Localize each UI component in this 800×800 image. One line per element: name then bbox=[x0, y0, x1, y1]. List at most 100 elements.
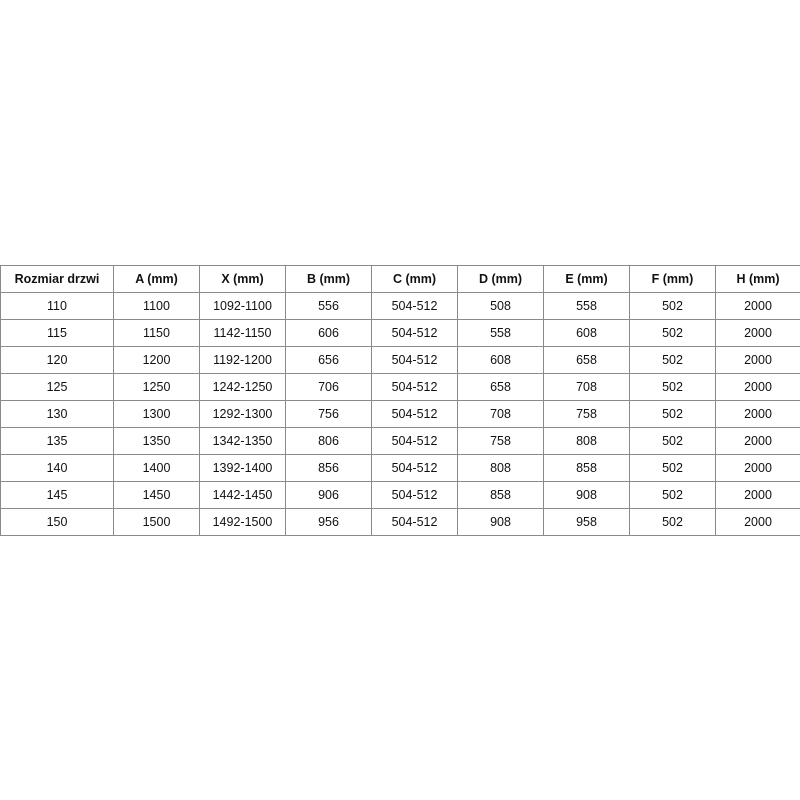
table-row: 130 1300 1292-1300 756 504-512 708 758 502 2000 bbox=[0, 400, 800, 428]
table-cell: 1450 bbox=[113, 481, 200, 509]
table-cell: 858 bbox=[457, 481, 544, 509]
table-cell: 958 bbox=[543, 508, 630, 536]
table-cell: 502 bbox=[629, 292, 716, 320]
table-cell: 120 bbox=[0, 346, 114, 374]
table-row: 115 1150 1142-1150 606 504-512 558 608 502 2000 bbox=[0, 319, 800, 347]
table-cell: 1100 bbox=[113, 292, 200, 320]
table-cell: 2000 bbox=[715, 319, 800, 347]
table-cell: 1200 bbox=[113, 346, 200, 374]
table-cell: 502 bbox=[629, 373, 716, 401]
table-row: 145 1450 1442-1450 906 504-512 858 908 502 2000 bbox=[0, 481, 800, 509]
table-cell: 504-512 bbox=[371, 481, 458, 509]
table-cell: 502 bbox=[629, 346, 716, 374]
table-cell: 2000 bbox=[715, 508, 800, 536]
dimensions-table: Rozmiar drzwi A (mm) X (mm) B (mm) C (mm) D (… bbox=[0, 265, 800, 536]
column-header: B (mm) bbox=[285, 265, 372, 293]
table-cell: 1150 bbox=[113, 319, 200, 347]
table-cell: 808 bbox=[457, 454, 544, 482]
table-cell: 2000 bbox=[715, 346, 800, 374]
table-cell: 1442-1450 bbox=[199, 481, 286, 509]
table-cell: 608 bbox=[457, 346, 544, 374]
table-cell: 140 bbox=[0, 454, 114, 482]
table-cell: 758 bbox=[543, 400, 630, 428]
table-cell: 502 bbox=[629, 481, 716, 509]
table-cell: 1392-1400 bbox=[199, 454, 286, 482]
table-row: 125 1250 1242-1250 706 504-512 658 708 502 2000 bbox=[0, 373, 800, 401]
table-cell: 1092-1100 bbox=[199, 292, 286, 320]
table-cell: 808 bbox=[543, 427, 630, 455]
table-cell: 2000 bbox=[715, 427, 800, 455]
column-header: F (mm) bbox=[629, 265, 716, 293]
table-cell: 806 bbox=[285, 427, 372, 455]
table-cell: 130 bbox=[0, 400, 114, 428]
table-cell: 608 bbox=[543, 319, 630, 347]
table-cell: 658 bbox=[457, 373, 544, 401]
table-cell: 556 bbox=[285, 292, 372, 320]
column-header: A (mm) bbox=[113, 265, 200, 293]
table-cell: 1292-1300 bbox=[199, 400, 286, 428]
table-cell: 1400 bbox=[113, 454, 200, 482]
table-cell: 2000 bbox=[715, 292, 800, 320]
table-cell: 1492-1500 bbox=[199, 508, 286, 536]
table-cell: 1192-1200 bbox=[199, 346, 286, 374]
column-header: H (mm) bbox=[715, 265, 800, 293]
table-cell: 145 bbox=[0, 481, 114, 509]
table-cell: 135 bbox=[0, 427, 114, 455]
table-cell: 508 bbox=[457, 292, 544, 320]
table-row: 110 1100 1092-1100 556 504-512 508 558 502 2000 bbox=[0, 292, 800, 320]
table-cell: 504-512 bbox=[371, 346, 458, 374]
table-cell: 504-512 bbox=[371, 400, 458, 428]
table-cell: 708 bbox=[543, 373, 630, 401]
column-header: E (mm) bbox=[543, 265, 630, 293]
table-cell: 1342-1350 bbox=[199, 427, 286, 455]
table-cell: 906 bbox=[285, 481, 372, 509]
table-row: 135 1350 1342-1350 806 504-512 758 808 502 2000 bbox=[0, 427, 800, 455]
table-cell: 2000 bbox=[715, 400, 800, 428]
table-cell: 504-512 bbox=[371, 319, 458, 347]
column-header: D (mm) bbox=[457, 265, 544, 293]
table-row: 140 1400 1392-1400 856 504-512 808 858 502 2000 bbox=[0, 454, 800, 482]
table-cell: 504-512 bbox=[371, 427, 458, 455]
table-cell: 706 bbox=[285, 373, 372, 401]
table-cell: 756 bbox=[285, 400, 372, 428]
table-cell: 1350 bbox=[113, 427, 200, 455]
column-header: C (mm) bbox=[371, 265, 458, 293]
table-cell: 558 bbox=[543, 292, 630, 320]
table-cell: 558 bbox=[457, 319, 544, 347]
header-row: Rozmiar drzwi A (mm) X (mm) B (mm) C (mm) D (… bbox=[0, 265, 800, 293]
column-header: Rozmiar drzwi bbox=[0, 265, 114, 293]
table-cell: 2000 bbox=[715, 454, 800, 482]
table-cell: 1242-1250 bbox=[199, 373, 286, 401]
table-cell: 1250 bbox=[113, 373, 200, 401]
table-cell: 502 bbox=[629, 454, 716, 482]
table-cell: 110 bbox=[0, 292, 114, 320]
table-cell: 502 bbox=[629, 427, 716, 455]
table-row: 120 1200 1192-1200 656 504-512 608 658 502 2000 bbox=[0, 346, 800, 374]
table-cell: 606 bbox=[285, 319, 372, 347]
table-cell: 502 bbox=[629, 508, 716, 536]
table-cell: 504-512 bbox=[371, 508, 458, 536]
table-cell: 504-512 bbox=[371, 373, 458, 401]
table-cell: 125 bbox=[0, 373, 114, 401]
table-cell: 2000 bbox=[715, 481, 800, 509]
table-cell: 708 bbox=[457, 400, 544, 428]
column-header: X (mm) bbox=[199, 265, 286, 293]
table-cell: 504-512 bbox=[371, 454, 458, 482]
table-cell: 1142-1150 bbox=[199, 319, 286, 347]
table-cell: 656 bbox=[285, 346, 372, 374]
table-row: 150 1500 1492-1500 956 504-512 908 958 502 2000 bbox=[0, 508, 800, 536]
table-cell: 1500 bbox=[113, 508, 200, 536]
table-cell: 758 bbox=[457, 427, 544, 455]
table-cell: 504-512 bbox=[371, 292, 458, 320]
table-cell: 150 bbox=[0, 508, 114, 536]
table-cell: 908 bbox=[457, 508, 544, 536]
table-cell: 115 bbox=[0, 319, 114, 347]
table-cell: 502 bbox=[629, 319, 716, 347]
table-cell: 658 bbox=[543, 346, 630, 374]
table-cell: 956 bbox=[285, 508, 372, 536]
table-cell: 858 bbox=[543, 454, 630, 482]
table-cell: 502 bbox=[629, 400, 716, 428]
table-cell: 2000 bbox=[715, 373, 800, 401]
table-cell: 856 bbox=[285, 454, 372, 482]
table-cell: 908 bbox=[543, 481, 630, 509]
